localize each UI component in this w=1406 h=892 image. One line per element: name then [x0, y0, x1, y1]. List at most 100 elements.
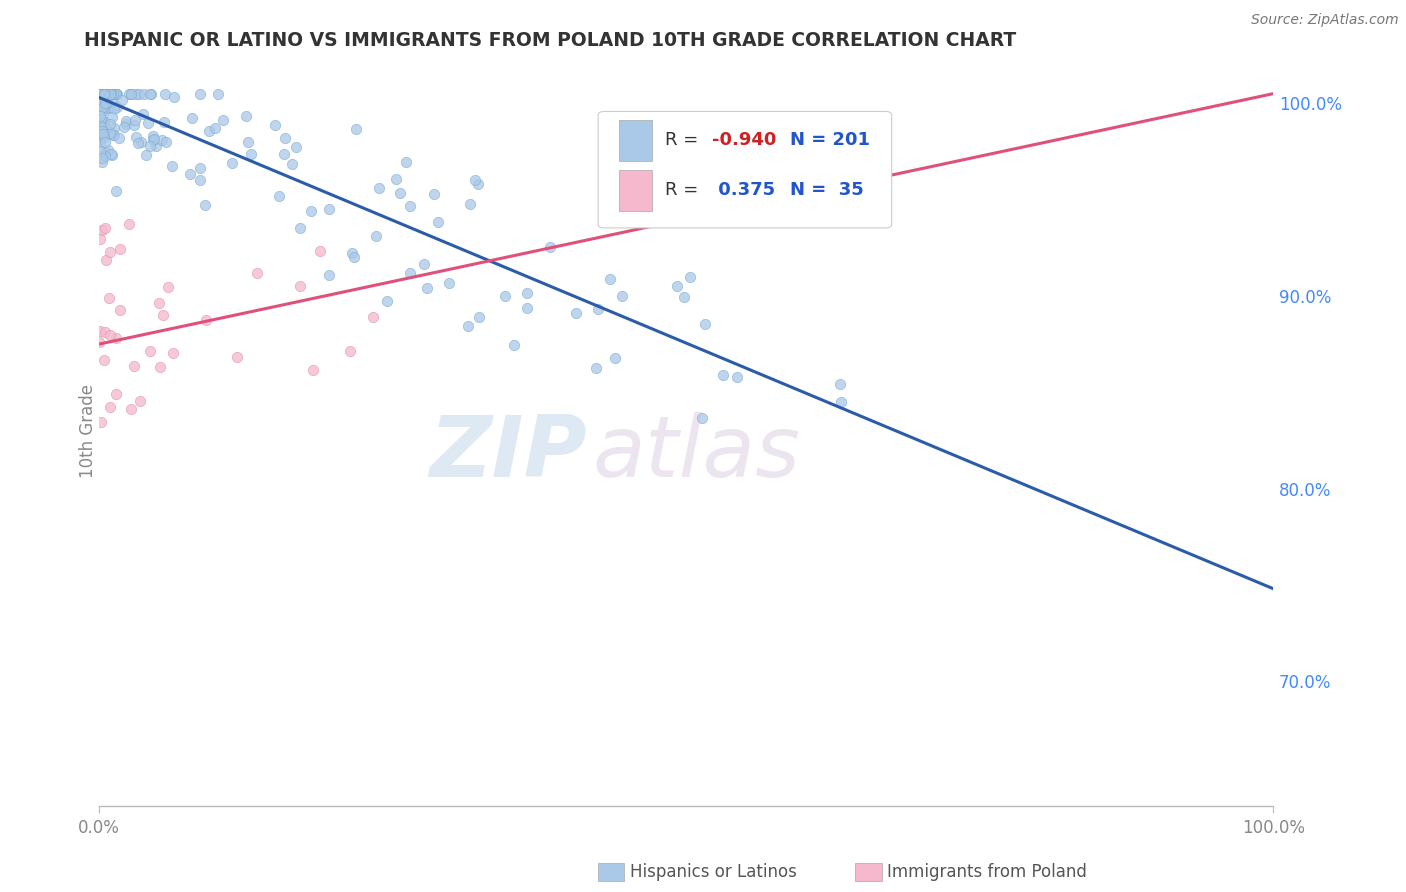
Point: [96, 87, 118, 101]
Point: [93, 87, 115, 101]
Y-axis label: 10th Grade: 10th Grade: [79, 384, 97, 478]
Point: [97, 143, 120, 157]
Point: [96, 101, 118, 115]
Point: [665, 279, 688, 293]
Point: [93, 87, 115, 101]
Point: [91, 127, 114, 141]
Point: [111, 93, 134, 107]
Point: [90, 151, 112, 165]
Point: [98, 327, 121, 342]
Point: [98, 87, 121, 101]
Point: [89, 144, 111, 158]
Point: [89, 87, 111, 101]
Point: [94, 135, 117, 149]
Point: [89, 97, 111, 112]
Point: [193, 198, 215, 212]
Point: [101, 128, 124, 143]
Point: [194, 313, 217, 327]
Text: R =: R =: [665, 181, 704, 200]
Point: [375, 293, 398, 308]
Text: Source: ZipAtlas.com: Source: ZipAtlas.com: [1251, 13, 1399, 28]
Point: [89, 87, 111, 101]
Point: [188, 87, 211, 101]
Point: [342, 245, 364, 260]
Point: [290, 278, 312, 293]
Point: [98, 117, 121, 131]
Point: [94, 98, 117, 112]
Point: [94, 87, 117, 101]
Point: [221, 156, 243, 170]
Point: [153, 115, 176, 129]
Point: [128, 87, 150, 101]
Point: [693, 317, 716, 331]
Point: [236, 135, 259, 149]
Point: [93, 98, 115, 112]
Point: [204, 121, 226, 136]
Point: [127, 136, 149, 150]
Point: [91, 93, 114, 107]
Point: [104, 87, 127, 101]
Point: [309, 244, 332, 259]
Point: [132, 107, 155, 121]
Point: [122, 359, 145, 374]
Point: [93, 87, 115, 101]
Point: [690, 411, 713, 425]
Point: [101, 110, 124, 124]
Point: [93, 115, 115, 129]
Point: [105, 386, 128, 401]
Point: [108, 242, 131, 256]
Point: [273, 147, 295, 161]
Point: [90, 87, 112, 101]
Point: [89, 87, 111, 101]
Point: [179, 167, 201, 181]
Point: [457, 318, 479, 333]
Point: [91, 127, 114, 141]
Point: [464, 173, 486, 187]
Point: [89, 132, 111, 146]
Text: N =  35: N = 35: [790, 181, 863, 200]
Point: [90, 97, 112, 112]
Point: [264, 118, 287, 132]
Point: [89, 87, 111, 101]
Point: [94, 149, 117, 163]
Point: [427, 214, 450, 228]
Point: [104, 330, 127, 344]
Point: [98, 100, 121, 114]
Point: [188, 161, 211, 175]
Point: [89, 87, 111, 101]
Point: [105, 87, 128, 101]
Point: [120, 87, 142, 101]
Point: [90, 112, 112, 126]
Point: [103, 128, 125, 142]
Point: [89, 87, 111, 101]
Point: [139, 87, 162, 101]
Point: [90, 87, 112, 101]
Point: [125, 87, 148, 101]
Point: [96, 96, 118, 111]
Point: [318, 268, 340, 283]
Point: [160, 159, 183, 173]
Point: [103, 102, 125, 116]
FancyBboxPatch shape: [619, 169, 652, 211]
Point: [90, 112, 112, 126]
Text: R =: R =: [665, 131, 704, 149]
Point: [93, 123, 115, 137]
Point: [100, 94, 122, 108]
Point: [93, 120, 115, 135]
Point: [93, 145, 115, 159]
Point: [107, 131, 129, 145]
Point: [89, 87, 111, 101]
Point: [90, 154, 112, 169]
Point: [385, 171, 408, 186]
Point: [89, 87, 111, 101]
Point: [114, 117, 136, 131]
Point: [103, 87, 125, 101]
Text: -0.940: -0.940: [711, 131, 776, 149]
Text: Immigrants from Poland: Immigrants from Poland: [887, 863, 1087, 881]
FancyBboxPatch shape: [619, 120, 652, 161]
Point: [89, 87, 111, 101]
Point: [181, 112, 204, 126]
Point: [94, 325, 117, 339]
Point: [267, 188, 290, 202]
Point: [94, 146, 117, 161]
